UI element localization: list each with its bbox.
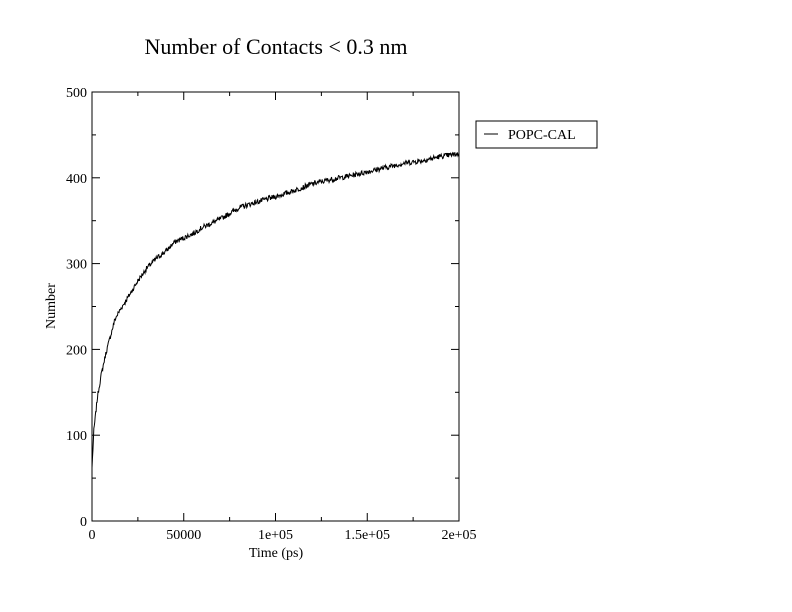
y-tick-label: 400 bbox=[66, 172, 87, 187]
x-tick-label: 2e+05 bbox=[441, 528, 476, 543]
x-tick-label: 0 bbox=[89, 528, 96, 543]
series-line-popc-cal bbox=[91, 151, 460, 468]
y-tick-label: 200 bbox=[66, 343, 87, 358]
y-tick-label: 300 bbox=[66, 258, 87, 273]
y-axis-label: Number bbox=[44, 283, 59, 329]
y-tick-label: 500 bbox=[66, 86, 87, 101]
x-axis-ticks: 0 50000 1e+05 1.5e+05 2e+05 bbox=[89, 92, 477, 543]
legend: POPC-CAL bbox=[475, 120, 598, 149]
x-tick-label: 1e+05 bbox=[258, 528, 293, 543]
x-tick-label: 50000 bbox=[166, 528, 201, 543]
x-tick-label: 1.5e+05 bbox=[344, 528, 390, 543]
y-tick-label: 100 bbox=[66, 429, 87, 444]
legend-label-popc-cal: POPC-CAL bbox=[508, 128, 576, 143]
y-tick-label: 0 bbox=[80, 515, 87, 530]
y-axis-ticks: 0 100 200 300 400 500 bbox=[66, 86, 459, 530]
chart-title: Number of Contacts < 0.3 nm bbox=[145, 34, 408, 59]
plot-frame bbox=[91, 91, 460, 522]
x-axis-label: Time (ps) bbox=[249, 546, 304, 561]
